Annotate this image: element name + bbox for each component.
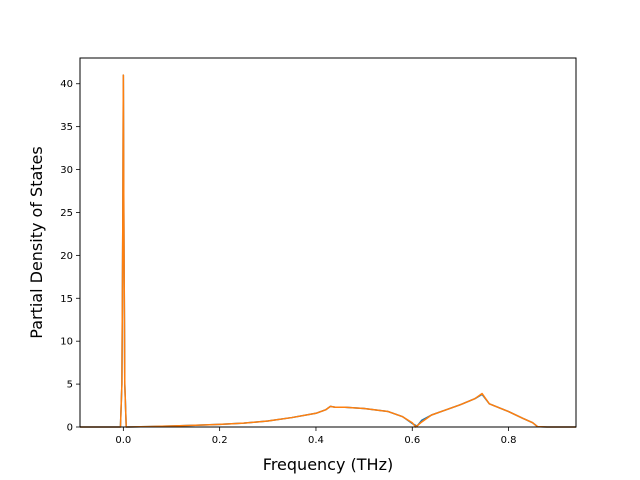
plot-frame	[79, 57, 577, 428]
y-tick-label: 25	[60, 208, 73, 219]
x-tick-label: 0.6	[404, 435, 420, 446]
x-tick-label: 0.2	[212, 435, 228, 446]
y-tick-label: 30	[60, 165, 73, 176]
y-tick-label: 5	[67, 380, 73, 391]
y-tick-label: 20	[60, 251, 73, 262]
x-tick-label: 0.0	[115, 435, 131, 446]
x-tick-label: 0.4	[308, 435, 324, 446]
y-tick-label: 35	[60, 122, 73, 133]
y-tick-label: 40	[60, 79, 73, 90]
x-tick-label: 0.8	[501, 435, 517, 446]
y-axis-label: Partial Density of States	[27, 146, 46, 338]
y-axis: 0 5 10 15 20 25 30 35 40	[60, 79, 80, 434]
y-tick-label: 10	[60, 337, 73, 348]
series-line-1	[80, 74, 576, 428]
y-tick-label: 0	[67, 423, 73, 434]
plot-lines	[80, 74, 576, 428]
x-axis-label: Frequency (THz)	[263, 455, 393, 474]
y-tick-label: 15	[60, 294, 73, 305]
series-line-2	[80, 74, 576, 428]
x-axis: 0.0 0.2 0.4 0.6 0.8	[115, 427, 517, 446]
